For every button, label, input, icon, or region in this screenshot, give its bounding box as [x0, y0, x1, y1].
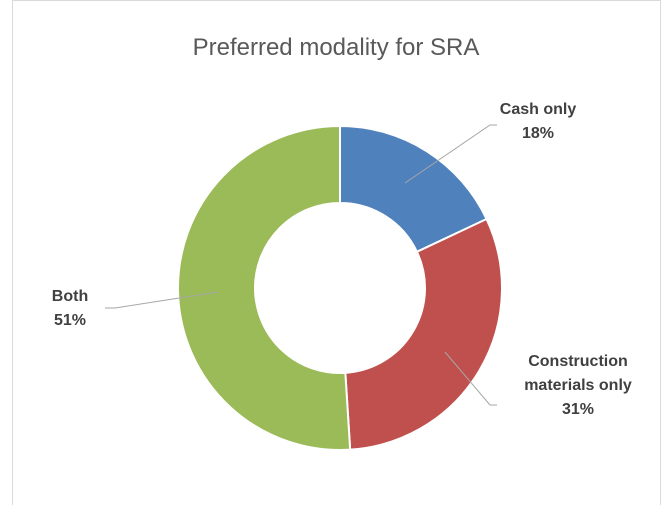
donut-slice	[339, 124, 488, 254]
slice-value-label: 18%	[521, 125, 555, 142]
slice-value-label: 51%	[53, 312, 87, 329]
slice-label: Cash only	[499, 101, 577, 118]
chart-title: Preferred modality for SRA	[192, 34, 480, 61]
donut-slice	[176, 124, 352, 451]
slice-label: Construction materials only	[524, 353, 632, 394]
leader-line	[404, 124, 497, 184]
chart-border	[12, 0, 661, 505]
slice-label: Both	[51, 288, 89, 305]
slice-value-label: 31%	[561, 401, 595, 418]
leader-line	[444, 351, 497, 406]
leader-line	[105, 291, 219, 309]
donut-slice	[344, 217, 503, 451]
